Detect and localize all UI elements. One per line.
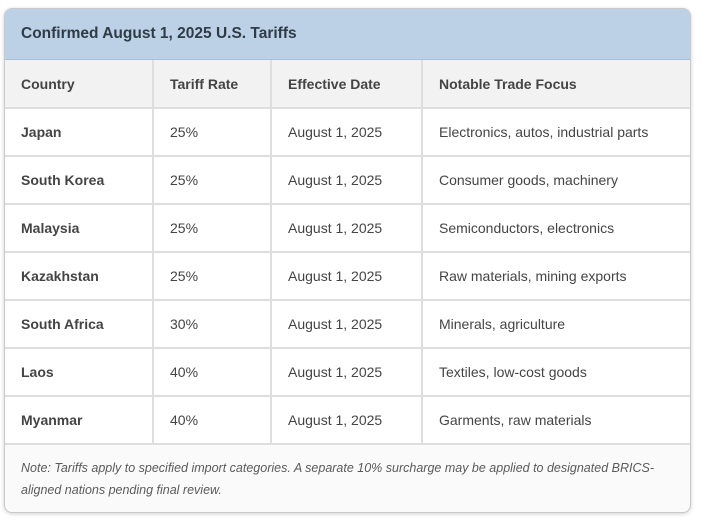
table-row: South Korea 25% August 1, 2025 Consumer …: [5, 156, 690, 205]
tariff-card: Confirmed August 1, 2025 U.S. Tariffs Co…: [4, 8, 691, 513]
column-header-tariff-rate: Tariff Rate: [153, 60, 272, 109]
cell-tariff-rate: 25%: [153, 108, 272, 157]
cell-effective-date: August 1, 2025: [271, 396, 423, 445]
table-footnote: Note: Tariffs apply to specified import …: [21, 461, 654, 497]
cell-tariff-rate: 25%: [153, 252, 272, 301]
cell-tariff-rate: 30%: [153, 300, 272, 349]
cell-trade-focus: Minerals, agriculture: [422, 300, 690, 349]
card-header: Confirmed August 1, 2025 U.S. Tariffs: [5, 9, 690, 60]
cell-tariff-rate: 25%: [153, 204, 272, 253]
table-row: South Africa 30% August 1, 2025 Minerals…: [5, 300, 690, 349]
cell-country: Japan: [5, 108, 154, 157]
cell-effective-date: August 1, 2025: [271, 156, 423, 205]
cell-country: Malaysia: [5, 204, 154, 253]
cell-trade-focus: Textiles, low-cost goods: [422, 348, 690, 397]
column-header-country: Country: [5, 60, 154, 109]
cell-effective-date: August 1, 2025: [271, 348, 423, 397]
cell-effective-date: August 1, 2025: [271, 252, 423, 301]
table-row: Japan 25% August 1, 2025 Electronics, au…: [5, 108, 690, 157]
cell-trade-focus: Garments, raw materials: [422, 396, 690, 445]
column-header-trade-focus: Notable Trade Focus: [422, 60, 690, 109]
cell-effective-date: August 1, 2025: [271, 300, 423, 349]
cell-country: South Africa: [5, 300, 154, 349]
cell-trade-focus: Raw materials, mining exports: [422, 252, 690, 301]
table-row: Myanmar 40% August 1, 2025 Garments, raw…: [5, 396, 690, 445]
cell-tariff-rate: 40%: [153, 396, 272, 445]
table-row: Kazakhstan 25% August 1, 2025 Raw materi…: [5, 252, 690, 301]
cell-tariff-rate: 25%: [153, 156, 272, 205]
cell-trade-focus: Electronics, autos, industrial parts: [422, 108, 690, 157]
column-header-effective-date: Effective Date: [271, 60, 423, 109]
cell-tariff-rate: 40%: [153, 348, 272, 397]
cell-trade-focus: Consumer goods, machinery: [422, 156, 690, 205]
cell-country: South Korea: [5, 156, 154, 205]
table-row: Malaysia 25% August 1, 2025 Semiconducto…: [5, 204, 690, 253]
cell-effective-date: August 1, 2025: [271, 108, 423, 157]
cell-effective-date: August 1, 2025: [271, 204, 423, 253]
table-header-row: Country Tariff Rate Effective Date Notab…: [5, 60, 690, 109]
cell-trade-focus: Semiconductors, electronics: [422, 204, 690, 253]
table-row: Laos 40% August 1, 2025 Textiles, low-co…: [5, 348, 690, 397]
tariff-table: Country Tariff Rate Effective Date Notab…: [5, 60, 690, 445]
cell-country: Kazakhstan: [5, 252, 154, 301]
cell-country: Myanmar: [5, 396, 154, 445]
cell-country: Laos: [5, 348, 154, 397]
card-title: Confirmed August 1, 2025 U.S. Tariffs: [21, 25, 297, 42]
